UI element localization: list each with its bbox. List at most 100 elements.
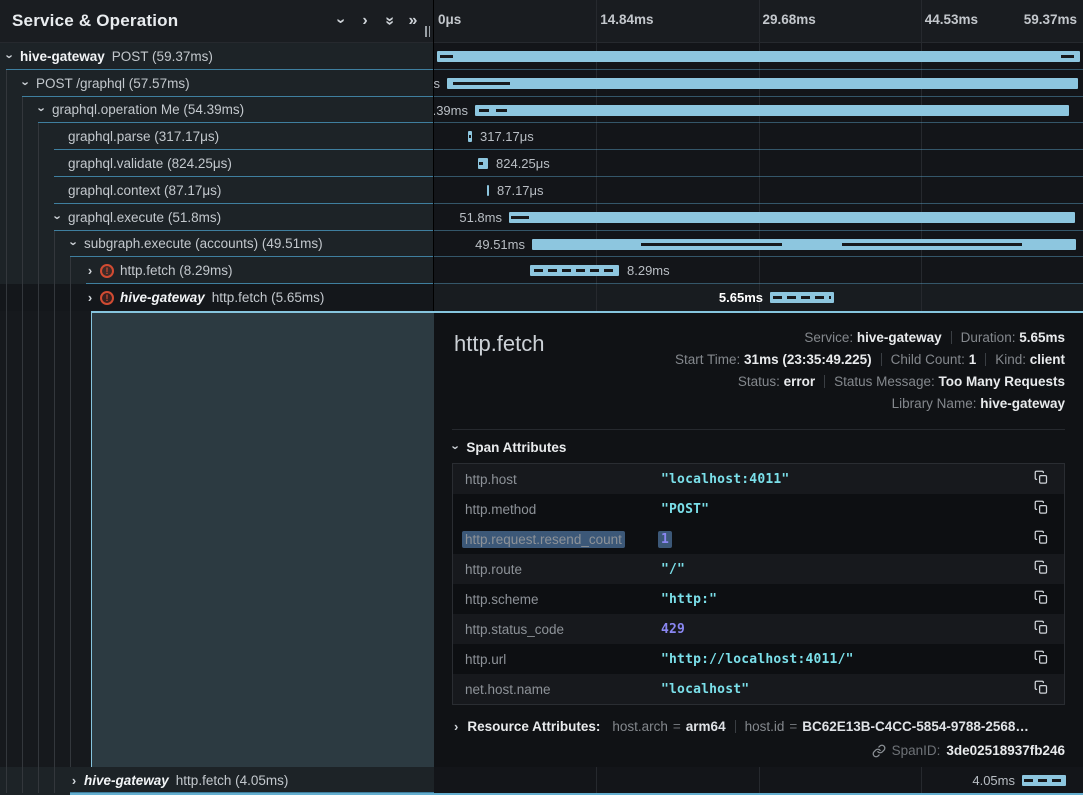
collapse-expander-icon[interactable]: › bbox=[34, 107, 50, 113]
attribute-key: http.host bbox=[465, 471, 517, 487]
tree-row-bottom[interactable]: › hive-gateway http.fetch (4.05ms) bbox=[0, 767, 434, 795]
timeline-row[interactable]: 824.25μs bbox=[434, 150, 1083, 177]
span-bar[interactable] bbox=[468, 131, 472, 143]
expand-expander-icon[interactable]: › bbox=[87, 290, 93, 306]
indent-guide bbox=[6, 203, 7, 231]
panel-resize-handle[interactable] bbox=[425, 26, 430, 37]
span-bar[interactable] bbox=[447, 77, 1078, 89]
span-duration-label: 57.57ms bbox=[434, 75, 440, 91]
copy-icon[interactable] bbox=[1034, 560, 1052, 578]
child-span-marker bbox=[468, 135, 471, 139]
expand-expander-icon[interactable]: › bbox=[87, 263, 93, 279]
gridline bbox=[758, 0, 760, 42]
indent-guide bbox=[6, 96, 7, 124]
chevron-down-icon: › bbox=[448, 445, 464, 450]
timeline-row[interactable]: 87.17μs bbox=[434, 176, 1083, 204]
meta-value: client bbox=[1029, 352, 1065, 367]
meta-value: Too Many Requests bbox=[938, 374, 1065, 389]
span-bar[interactable] bbox=[509, 211, 1075, 223]
resource-key: host.arch bbox=[612, 719, 668, 734]
collapse-expander-icon[interactable]: › bbox=[66, 241, 82, 247]
timeline-row[interactable]: 54.39ms bbox=[434, 96, 1083, 124]
attribute-row[interactable]: net.host.name "localhost" bbox=[453, 674, 1064, 704]
timeline-row[interactable]: 8.29ms bbox=[434, 257, 1083, 285]
service-name: hive-gateway bbox=[120, 290, 205, 306]
span-bar[interactable] bbox=[437, 51, 1080, 62]
gridline bbox=[758, 123, 760, 151]
attribute-row[interactable]: http.scheme "http:" bbox=[453, 584, 1064, 614]
timeline-row[interactable]: 59.37ms bbox=[434, 43, 1083, 70]
operation-name: http.fetch (8.29ms) bbox=[120, 263, 233, 279]
meta-value: error bbox=[783, 374, 816, 389]
tree-row[interactable]: › POST /graphql (57.57ms) bbox=[0, 69, 433, 97]
span-bar[interactable] bbox=[487, 184, 489, 196]
span-duration-label: 5.65ms bbox=[718, 290, 763, 306]
timeline-row[interactable]: 5.65ms bbox=[434, 284, 1083, 311]
timeline-row-bottom[interactable]: 4.05ms bbox=[434, 767, 1083, 795]
span-attributes-header[interactable]: › Span Attributes bbox=[448, 440, 567, 455]
expand-expander-icon[interactable]: › bbox=[71, 772, 77, 788]
double-chevron-down-icon[interactable]: » bbox=[381, 16, 398, 26]
attribute-row[interactable]: http.url "http://localhost:4011/" bbox=[453, 644, 1064, 674]
gridline bbox=[596, 123, 598, 151]
copy-icon[interactable] bbox=[1034, 680, 1052, 698]
attribute-key: http.url bbox=[465, 651, 507, 667]
timeline-row[interactable]: 49.51ms bbox=[434, 230, 1083, 258]
indent-guide bbox=[6, 767, 7, 793]
span-bar[interactable] bbox=[1022, 775, 1066, 786]
indent-guide bbox=[22, 176, 23, 204]
resource-attributes-row[interactable]: › Resource Attributes: host.arch = arm64 ho… bbox=[454, 719, 1029, 734]
attribute-row[interactable]: http.method "POST" bbox=[453, 494, 1064, 524]
attribute-row[interactable]: http.host "localhost:4011" bbox=[453, 464, 1064, 494]
attribute-row[interactable]: http.route "/" bbox=[453, 554, 1064, 584]
tree-row[interactable]: › graphql.operation Me (54.39ms) bbox=[0, 96, 433, 124]
copy-icon[interactable] bbox=[1034, 530, 1052, 548]
chevron-right-icon[interactable]: › bbox=[362, 12, 368, 29]
attribute-row[interactable]: http.request.resend_count 1 bbox=[453, 524, 1064, 554]
collapse-expander-icon[interactable]: › bbox=[18, 81, 34, 86]
tree-row[interactable]: graphql.parse (317.17μs) bbox=[0, 123, 433, 151]
indent-guide bbox=[54, 311, 55, 767]
tree-row[interactable]: › graphql.execute (51.8ms) bbox=[0, 203, 433, 231]
selected-span-indent-block bbox=[91, 311, 434, 767]
copy-icon[interactable] bbox=[1034, 470, 1052, 488]
gridline bbox=[920, 176, 922, 204]
attribute-value: "localhost" bbox=[661, 681, 750, 697]
copy-icon[interactable] bbox=[1034, 620, 1052, 638]
double-chevron-right-icon[interactable]: » bbox=[408, 12, 418, 29]
copy-icon[interactable] bbox=[1034, 500, 1052, 518]
span-bar[interactable] bbox=[530, 265, 619, 277]
resource-key: host.id bbox=[744, 719, 785, 734]
attribute-value: "localhost:4011" bbox=[661, 471, 790, 487]
span-id-footer: SpanID: 3de02518937fb246 bbox=[872, 743, 1065, 758]
tree-row[interactable]: › subgraph.execute (accounts) (49.51ms) bbox=[0, 230, 433, 258]
span-bar[interactable] bbox=[475, 104, 1069, 116]
span-detail-panel: http.fetch Service: hive-gateway Duration… bbox=[434, 311, 1083, 767]
timeline-row[interactable]: 51.8ms bbox=[434, 203, 1083, 231]
copy-icon[interactable] bbox=[1034, 650, 1052, 668]
span-bar[interactable] bbox=[478, 158, 488, 170]
timeline-row[interactable]: 57.57ms bbox=[434, 69, 1083, 97]
tree-row[interactable]: graphql.context (87.17μs) bbox=[0, 176, 433, 204]
tree-row[interactable]: ›! hive-gateway http.fetch (5.65ms) bbox=[0, 284, 433, 311]
timeline-tick-label: 44.53ms bbox=[924, 12, 979, 27]
tree-row[interactable]: › hive-gateway POST (59.37ms) bbox=[0, 43, 433, 70]
gridline bbox=[920, 123, 922, 151]
span-bar[interactable] bbox=[532, 238, 1076, 250]
tree-row[interactable]: graphql.validate (824.25μs) bbox=[0, 150, 433, 177]
gridline bbox=[920, 257, 922, 285]
attribute-key: http.request.resend_count bbox=[462, 530, 661, 548]
operation-name: POST /graphql (57.57ms) bbox=[36, 75, 190, 91]
timeline-row[interactable]: 317.17μs bbox=[434, 123, 1083, 151]
meta-value: hive-gateway bbox=[856, 330, 942, 345]
span-bar[interactable] bbox=[770, 292, 834, 304]
chevron-down-icon[interactable]: › bbox=[332, 18, 350, 24]
attribute-row[interactable]: http.status_code 429 bbox=[453, 614, 1064, 644]
copy-icon[interactable] bbox=[1034, 590, 1052, 608]
tree-row[interactable]: ›! http.fetch (8.29ms) bbox=[0, 257, 433, 285]
operation-name: subgraph.execute (accounts) (49.51ms) bbox=[84, 236, 323, 252]
indent-guide bbox=[6, 176, 7, 204]
collapse-expander-icon[interactable]: › bbox=[2, 54, 18, 59]
collapse-expander-icon[interactable]: › bbox=[50, 215, 66, 220]
